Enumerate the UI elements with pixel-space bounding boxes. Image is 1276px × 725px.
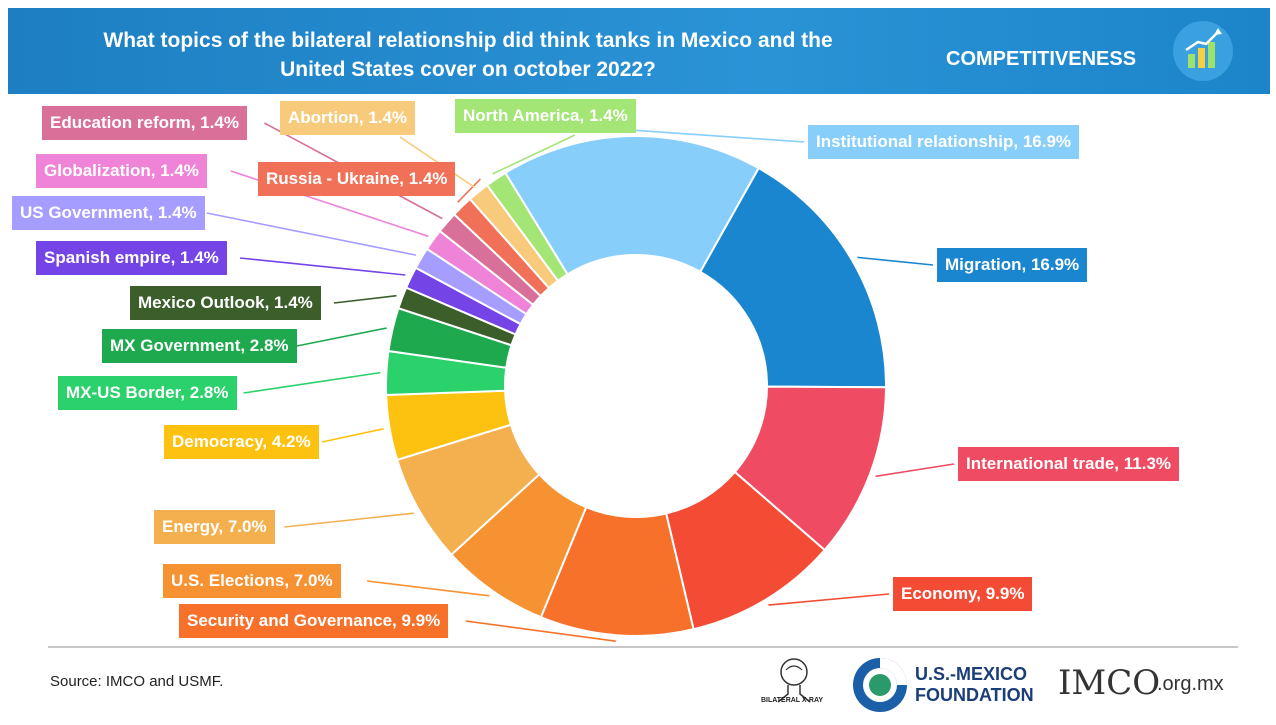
leader-line: [333, 294, 397, 304]
leader-line: [875, 463, 955, 478]
slice-label: MX-US Border, 2.8%: [58, 376, 237, 410]
header-banner: What topics of the bilateral relationshi…: [8, 8, 1270, 94]
leader-line: [492, 134, 576, 175]
slice-label: International trade, 11.3%: [958, 447, 1180, 481]
footer-divider: [48, 646, 1238, 648]
donut-slice: [698, 166, 887, 389]
imco-logo: IMCO: [1058, 663, 1161, 703]
bar-chart-growth-icon: [1168, 16, 1238, 86]
bilateral-xray-caption: BILATERAL X-RAY: [760, 697, 824, 704]
chart-title-line2: United States cover on october 2022?: [280, 58, 656, 81]
slice-label: Mexico Outlook, 1.4%: [130, 286, 321, 320]
slice-label: MX Government, 2.8%: [102, 329, 297, 363]
leader-line: [465, 620, 616, 642]
leader-line: [296, 327, 387, 347]
leader-line: [457, 178, 481, 203]
slice-label: Security and Governance, 9.9%: [179, 604, 449, 638]
source-note: Source: IMCO and USMF.: [50, 673, 224, 690]
imco-url: .org.mx: [1157, 673, 1224, 695]
section-label: COMPETITIVENESS: [946, 48, 1137, 70]
leader-line: [284, 512, 414, 528]
slice-label: Institutional relationship, 16.9%: [808, 125, 1080, 159]
leader-line: [366, 580, 490, 597]
donut-slice: [485, 171, 569, 283]
leader-line: [857, 256, 934, 266]
leader-line: [321, 428, 384, 443]
slice-label: US Government, 1.4%: [12, 196, 205, 230]
slice-label: Education reform, 1.4%: [42, 106, 247, 140]
usmf-logo: [853, 658, 907, 712]
slice-label: U.S. Elections, 7.0%: [163, 564, 341, 598]
usmf-line2: FOUNDATION: [915, 685, 1034, 705]
slice-label: Energy, 7.0%: [154, 510, 275, 544]
slice-label: Abortion, 1.4%: [280, 101, 416, 135]
slice-label: North America, 1.4%: [455, 99, 636, 133]
slice-label: Spanish empire, 1.4%: [36, 241, 227, 275]
leader-line: [768, 593, 890, 606]
slice-label: Migration, 16.9%: [937, 248, 1088, 282]
donut-slice: [503, 135, 761, 276]
leader-line: [239, 257, 406, 276]
slice-label: Democracy, 4.2%: [164, 425, 319, 459]
usmf-wordmark: U.S.-MEXICO FOUNDATION: [915, 664, 1034, 706]
chart-title-line1: What topics of the bilateral relationshi…: [103, 29, 833, 52]
leader-line: [206, 212, 417, 256]
slice-label: Globalization, 1.4%: [36, 154, 207, 188]
chart-title: What topics of the bilateral relationshi…: [8, 26, 928, 84]
slice-label: Economy, 9.9%: [893, 577, 1033, 611]
leader-line: [631, 129, 805, 143]
leader-line: [243, 371, 381, 394]
slice-label: Russia - Ukraine, 1.4%: [258, 162, 456, 196]
usmf-line1: U.S.-MEXICO: [915, 664, 1028, 684]
bilateral-xray-logo: [777, 658, 811, 703]
